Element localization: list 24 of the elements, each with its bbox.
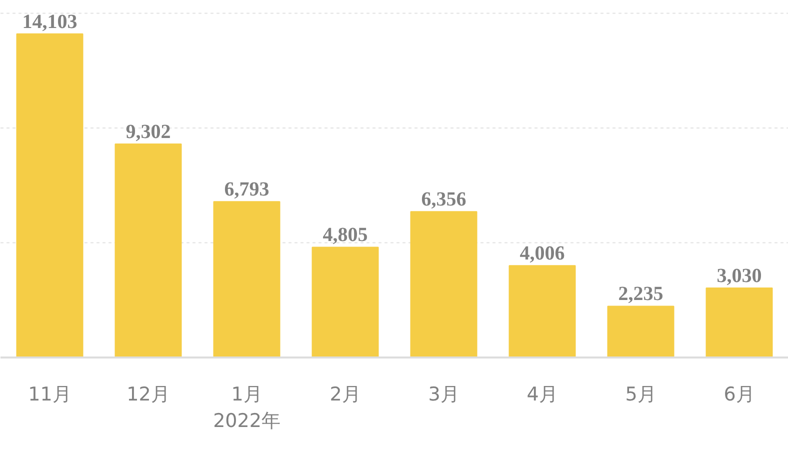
x-tick-label: 1月 2022年 xyxy=(213,384,280,432)
x-tick-label: 3月 xyxy=(428,384,460,406)
data-label: 2,235 xyxy=(618,283,664,306)
data-label: 6,356 xyxy=(421,188,466,211)
bar xyxy=(16,33,84,358)
bar xyxy=(114,144,182,358)
data-label: 4,006 xyxy=(520,242,565,265)
data-label: 6,793 xyxy=(224,178,270,201)
data-label: 14,103 xyxy=(22,10,78,33)
x-tick-label: 4月 xyxy=(526,384,558,406)
x-tick-label: 11月 xyxy=(28,384,72,406)
x-tick-label: 2月 xyxy=(330,384,361,406)
bar xyxy=(706,287,773,358)
x-tick-label: 6月 xyxy=(724,384,755,406)
x-tick-label: 5月 xyxy=(625,384,656,406)
bar xyxy=(410,211,478,358)
bar xyxy=(508,265,576,358)
bar xyxy=(312,246,379,358)
data-label: 3,030 xyxy=(716,264,762,287)
data-label: 4,805 xyxy=(322,224,368,246)
data-label: 9,302 xyxy=(126,121,171,144)
x-tick-label: 12月 xyxy=(126,384,170,406)
bar xyxy=(607,306,674,358)
bar xyxy=(213,201,280,358)
